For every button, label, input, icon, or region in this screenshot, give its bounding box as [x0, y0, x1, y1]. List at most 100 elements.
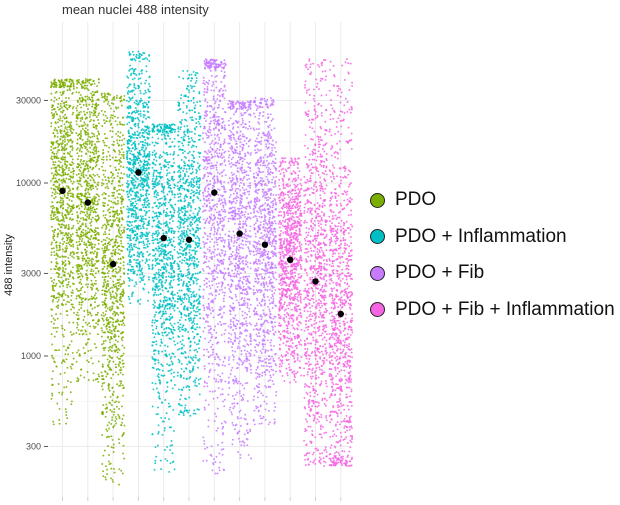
data-point [59, 128, 62, 131]
data-point [144, 261, 147, 264]
data-point [110, 317, 113, 320]
data-point [181, 178, 184, 181]
data-point [120, 242, 123, 245]
data-point [173, 305, 176, 308]
data-point [105, 249, 108, 252]
data-point [190, 77, 193, 80]
data-point [133, 236, 136, 239]
data-point [58, 169, 61, 171]
data-point [134, 132, 136, 135]
data-point [50, 243, 53, 246]
data-point [113, 140, 115, 143]
data-point [93, 282, 96, 285]
data-point [122, 153, 125, 156]
data-point [169, 369, 171, 372]
data-point [155, 293, 158, 296]
data-point [63, 90, 65, 93]
data-point [169, 186, 172, 189]
data-point [117, 373, 120, 376]
data-point [58, 296, 60, 299]
data-point [111, 126, 114, 129]
data-point [119, 357, 122, 360]
data-point [173, 468, 176, 471]
data-point [66, 300, 69, 303]
data-point [105, 287, 108, 290]
data-point [50, 261, 53, 264]
data-point [148, 150, 151, 153]
data-point [172, 429, 175, 432]
data-point [65, 249, 68, 251]
data-point [81, 118, 84, 120]
data-point [196, 272, 199, 275]
data-point [98, 375, 101, 378]
data-point [145, 70, 148, 73]
data-point [103, 97, 106, 100]
data-point [177, 256, 180, 259]
data-point [154, 141, 157, 144]
data-point [112, 295, 115, 298]
data-point [65, 277, 68, 280]
data-point [170, 244, 173, 246]
data-point [165, 296, 168, 299]
data-point [96, 183, 99, 186]
data-point [103, 272, 106, 275]
data-point [61, 391, 64, 394]
data-point [86, 309, 89, 312]
data-point [82, 218, 85, 221]
data-point [159, 344, 162, 347]
data-point [55, 86, 58, 89]
data-point [108, 237, 111, 240]
data-point [109, 293, 112, 296]
data-point [73, 253, 75, 256]
data-point [162, 209, 165, 212]
data-point [129, 74, 132, 77]
data-point [135, 202, 138, 205]
data-point [50, 320, 53, 323]
data-point [76, 138, 79, 141]
data-point [152, 125, 155, 128]
data-point [169, 313, 172, 316]
data-point [79, 296, 82, 299]
data-point [129, 64, 132, 67]
data-point [166, 181, 169, 184]
data-point [80, 106, 83, 109]
data-point [104, 228, 107, 230]
data-point [152, 171, 155, 174]
data-point [105, 305, 108, 308]
data-point [62, 335, 65, 338]
data-point [96, 134, 99, 137]
data-point [86, 278, 88, 281]
data-point [92, 372, 95, 375]
data-point [60, 231, 63, 234]
data-point [104, 245, 107, 248]
data-point [61, 333, 64, 336]
data-point [86, 95, 89, 98]
data-point [64, 136, 67, 139]
data-point [88, 216, 91, 218]
data-point [53, 100, 56, 103]
data-point [126, 150, 129, 153]
data-point [153, 341, 156, 344]
data-point [145, 227, 148, 230]
data-point [51, 280, 53, 283]
data-point [61, 139, 64, 142]
data-point [108, 104, 111, 107]
data-point [111, 191, 114, 194]
data-point [108, 291, 111, 294]
data-point [78, 303, 81, 306]
data-point [51, 151, 54, 154]
data-point [117, 307, 120, 309]
data-point [116, 340, 119, 343]
data-point [82, 82, 85, 85]
data-point [118, 244, 121, 247]
data-point [114, 202, 117, 205]
data-point [78, 207, 81, 210]
data-point [75, 107, 78, 110]
data-point [111, 135, 114, 138]
data-point [57, 383, 60, 385]
data-point [60, 130, 63, 132]
data-point [105, 224, 108, 227]
data-point [86, 129, 89, 131]
data-point [65, 79, 68, 82]
data-point [145, 260, 148, 263]
